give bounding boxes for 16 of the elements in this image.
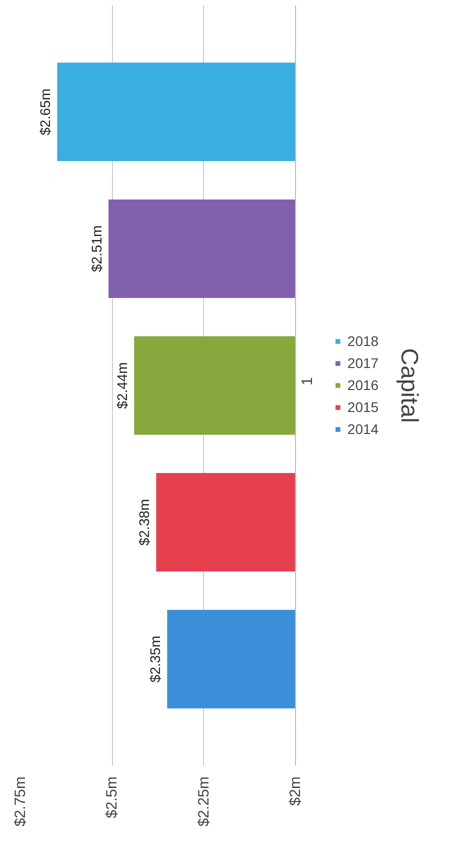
x-tick-label: $2m: [287, 776, 304, 806]
text: Capital: [396, 348, 422, 423]
legend-label: 2018: [347, 333, 379, 349]
data-label: $2.44m: [114, 362, 130, 409]
x-tick-label: $2.25m: [195, 776, 212, 827]
data-label: $2.51m: [88, 225, 104, 272]
y-tick-label: 1: [299, 377, 316, 386]
x-tick-label: $2.75m: [12, 776, 29, 827]
legend-label: 2017: [347, 355, 379, 371]
legend-label: 2014: [347, 421, 379, 437]
legend-label: 2015: [347, 399, 379, 415]
legend-label: 2016: [347, 377, 379, 393]
data-label: $2.35m: [147, 636, 164, 682]
data-label: $2.38m: [136, 498, 152, 546]
x-tick-label: $2.5m: [104, 776, 121, 818]
data-label: $2.65m: [37, 88, 54, 136]
